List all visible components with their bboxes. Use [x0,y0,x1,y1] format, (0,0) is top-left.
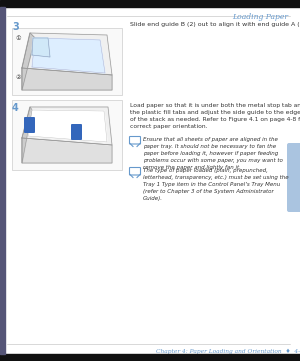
Text: Ensure that all sheets of paper are aligned in the
paper tray. It should not be : Ensure that all sheets of paper are alig… [143,137,283,170]
Text: ②: ② [15,75,21,80]
Polygon shape [22,107,112,145]
Text: 3: 3 [12,22,19,32]
Polygon shape [22,33,112,75]
Text: 4: 4 [12,103,19,113]
Polygon shape [22,33,35,90]
Polygon shape [28,110,107,142]
Polygon shape [32,38,50,57]
Polygon shape [22,68,112,90]
Text: ①: ① [15,36,21,41]
Text: Load paper so that it is under both the metal stop tab and
the plastic fill tabs: Load paper so that it is under both the … [130,103,300,129]
Text: Slide end guide B (2) out to align it with end guide A (1).: Slide end guide B (2) out to align it wi… [130,22,300,27]
FancyBboxPatch shape [24,117,35,133]
Polygon shape [22,107,32,163]
FancyBboxPatch shape [71,124,82,140]
Bar [12,100,122,170]
Polygon shape [22,138,112,163]
Polygon shape [22,68,112,90]
Bar [0,0,300,7]
Bar [12,28,122,95]
FancyBboxPatch shape [287,143,300,212]
Text: Loading Paper: Loading Paper [232,13,288,21]
Text: The type of paper loaded (plain, prepunched,
letterhead, transparency, etc.) mus: The type of paper loaded (plain, prepunc… [143,168,289,201]
Text: Chapter 4: Paper Loading and Orientation  ♦  4-7: Chapter 4: Paper Loading and Orientation… [156,349,300,355]
Polygon shape [32,38,105,73]
Bar [0,354,300,361]
Bar [0,7,5,354]
